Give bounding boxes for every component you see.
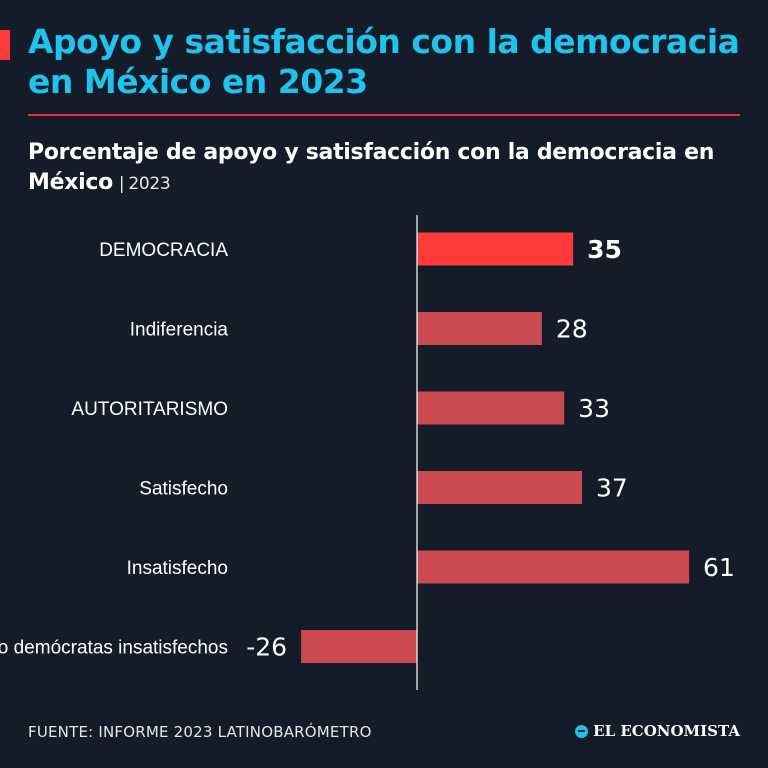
bar-0 [417, 232, 574, 266]
source-note: FUENTE: INFORME 2023 LATINOBARÓMETRO [28, 723, 372, 741]
brand-name: EL ECONOMISTA [593, 722, 740, 740]
value-label-5: -26 [246, 633, 287, 662]
value-label-4: 61 [703, 553, 735, 582]
category-label-0: DEMOCRACIA [99, 240, 228, 261]
el-economista-logo-icon [575, 724, 589, 738]
title-divider [28, 114, 740, 116]
title-accent-bar [0, 30, 10, 60]
category-label-3: Satisfecho [139, 479, 228, 500]
category-label-1: Indiferencia [130, 320, 229, 341]
value-label-0: 35 [587, 235, 622, 264]
value-label-3: 37 [596, 474, 628, 503]
value-label-1: 28 [556, 315, 588, 344]
category-label-2: AUTORITARISMO [71, 399, 228, 420]
subtitle-year: 2023 [128, 174, 171, 194]
value-label-2: 33 [578, 394, 610, 423]
bar-4 [417, 550, 690, 584]
bar-2 [417, 391, 565, 425]
bar-5 [301, 630, 417, 663]
category-label-5: No demócratas insatisfechos [0, 638, 228, 659]
bar-1 [417, 312, 542, 345]
subtitle-separator: | [118, 174, 125, 194]
category-label-4: Insatisfecho [127, 558, 228, 579]
bar-3 [417, 471, 583, 504]
subtitle-text: Porcentaje de apoyo y satisfacción con l… [28, 140, 715, 195]
main-title: Apoyo y satisfacción con la democracia e… [28, 22, 740, 101]
chart-subtitle: Porcentaje de apoyo y satisfacción con l… [28, 138, 748, 199]
brand-logo: EL ECONOMISTA [575, 722, 740, 740]
